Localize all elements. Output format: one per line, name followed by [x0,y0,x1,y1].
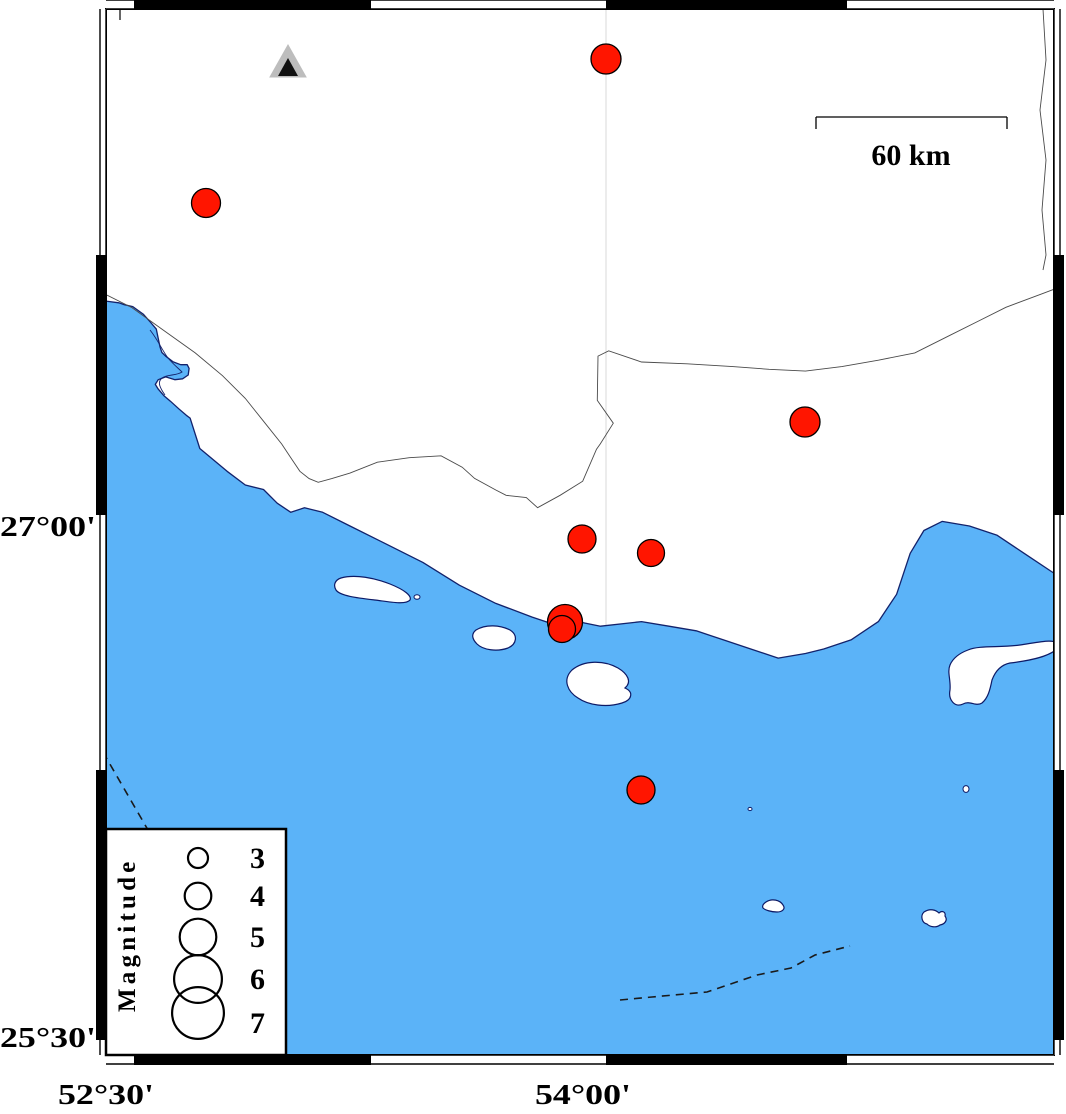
svg-text:5: 5 [250,921,265,954]
svg-text:7: 7 [250,1007,265,1040]
svg-text:6: 6 [250,963,265,996]
svg-text:52°30': 52°30' [58,1080,154,1111]
svg-text:54°00': 54°00' [535,1080,631,1111]
svg-text:25°30': 25°30' [0,1023,96,1054]
svg-text:3: 3 [250,842,265,875]
svg-text:Magnitude: Magnitude [114,858,141,1012]
svg-text:60 km: 60 km [871,139,950,172]
svg-text:27°00': 27°00' [0,512,96,543]
svg-text:4: 4 [250,880,265,913]
